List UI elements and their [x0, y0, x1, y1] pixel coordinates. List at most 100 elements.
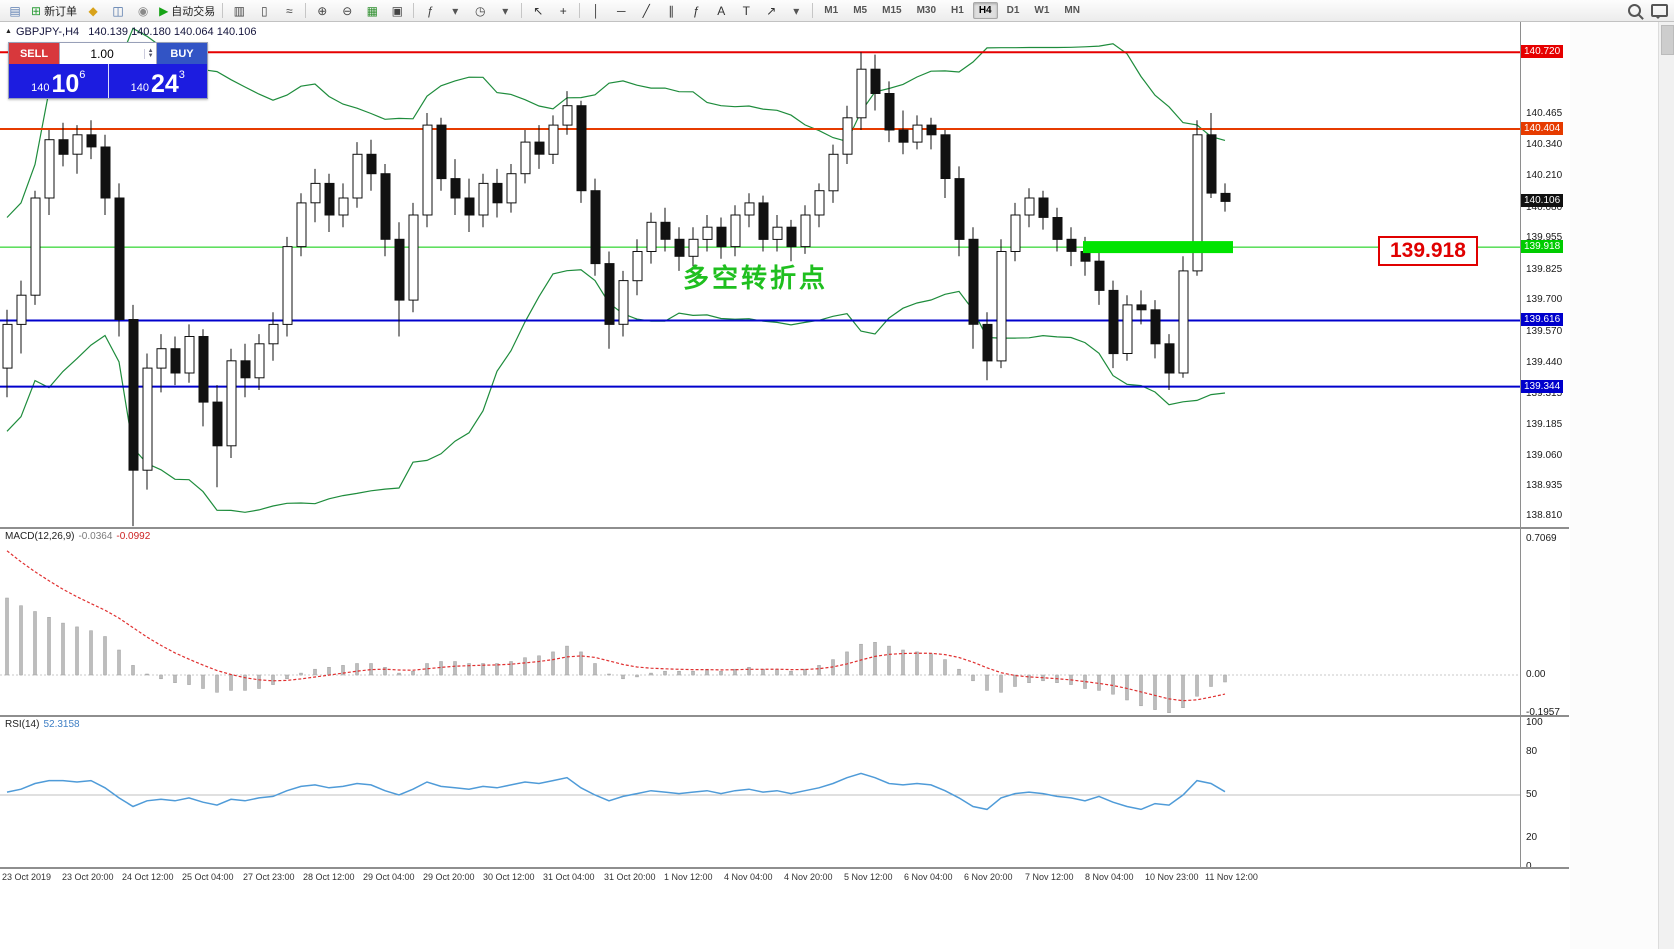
price-axis-label: 139.570	[1526, 326, 1563, 337]
timeframe-button-mn[interactable]: MN	[1064, 5, 1080, 16]
chart-symbol-period: GBPJPY-,H4	[16, 26, 80, 38]
bear-candle	[674, 238, 685, 257]
search-icon[interactable]	[1622, 2, 1646, 20]
pane-divider[interactable]	[0, 715, 1569, 717]
auto-trading-button[interactable]: ▶ 自动交易	[156, 2, 218, 20]
vertical-line-icon[interactable]: │	[584, 2, 608, 20]
tile-windows-icon[interactable]: ▣	[385, 2, 409, 20]
horizontal-line-icon: ─	[617, 3, 626, 18]
pane-divider	[0, 867, 1569, 869]
toolbar-separator	[579, 3, 581, 18]
buy-button[interactable]: BUY	[157, 43, 207, 64]
line-chart-icon[interactable]: ≈	[277, 2, 301, 20]
text-icon[interactable]: A	[709, 2, 733, 20]
time-axis-label: 30 Oct 12:00	[483, 872, 535, 882]
timeframe-button-w1[interactable]: W1	[1034, 5, 1050, 16]
profiles-icon: ◫	[112, 3, 124, 18]
periods-dropdown-icon[interactable]: ▾	[493, 2, 517, 20]
horizontal-level-lines	[0, 51, 1520, 388]
timeframe-button-h1[interactable]: H1	[951, 5, 964, 16]
volume-input[interactable]	[60, 45, 145, 62]
label-icon[interactable]: T	[734, 2, 758, 20]
zoom-out-icon: ⊖	[342, 3, 353, 18]
channel-icon: ∥	[668, 3, 675, 18]
bear-candle	[716, 226, 727, 248]
chart-window-icon[interactable]: ▤	[3, 2, 27, 20]
bid-price[interactable]: 140 10 6	[9, 64, 109, 98]
time-axis-label: 8 Nov 04:00	[1085, 872, 1134, 882]
bull-candle	[548, 124, 559, 155]
text-icon: A	[717, 3, 726, 18]
rsi-axis-label: 50	[1526, 789, 1538, 800]
timeframe-button-m15[interactable]: M15	[882, 5, 902, 16]
bear-candle	[492, 182, 503, 204]
toolbar-separator	[413, 3, 415, 18]
chat-icon[interactable]	[1647, 2, 1671, 20]
bull-candle	[1024, 197, 1035, 216]
price-axis-tag: 139.344	[1521, 380, 1564, 393]
timeframe-button-h4[interactable]: H4	[972, 2, 998, 19]
time-axis-label: 6 Nov 04:00	[904, 872, 953, 882]
rsi-axis-label: 100	[1526, 717, 1543, 728]
price-axis-label: 138.810	[1526, 510, 1563, 521]
bear-candle	[1108, 289, 1119, 355]
channel-icon[interactable]: ∥	[659, 2, 683, 20]
bear-candle	[1052, 217, 1063, 240]
bull-candle	[632, 251, 643, 282]
trendline-icon: ╱	[642, 3, 650, 18]
bear-candle	[1136, 304, 1147, 311]
trendline-icon[interactable]: ╱	[634, 2, 658, 20]
price-chart-canvas[interactable]	[0, 22, 1520, 527]
grid-icon: ▦	[366, 3, 378, 18]
fibonacci-icon[interactable]: ƒ	[684, 2, 708, 20]
pane-divider[interactable]	[0, 527, 1569, 529]
cursor-icon[interactable]: ↖	[526, 2, 550, 20]
scrollbar-thumb[interactable]	[1661, 25, 1674, 55]
indicators-dropdown-icon[interactable]: ▾	[443, 2, 467, 20]
rsi-pane-canvas[interactable]	[0, 717, 1520, 867]
timeframe-button-m5[interactable]: M5	[853, 5, 868, 16]
bar-chart-icon[interactable]: ▥	[227, 2, 251, 20]
timeframe-button-d1[interactable]: D1	[1006, 5, 1020, 16]
collapse-panel-icon[interactable]: ▲	[5, 28, 12, 35]
candlestick-chart-icon[interactable]: ▯	[252, 2, 276, 20]
price-axis-label: 139.955	[1526, 232, 1563, 243]
bull-candle	[156, 348, 167, 369]
grid-icon[interactable]: ▦	[360, 2, 384, 20]
bear-candle	[86, 134, 97, 148]
ask-price[interactable]: 140 24 3	[109, 64, 208, 98]
zoom-in-icon[interactable]: ⊕	[310, 2, 334, 20]
bear-candle	[982, 323, 993, 362]
price-axis-tag: 139.918	[1521, 240, 1564, 253]
timeframe-button-m1[interactable]: M1	[824, 5, 839, 16]
candles	[2, 52, 1231, 527]
ask-pipette: 3	[178, 69, 185, 81]
profiles-icon[interactable]: ◫	[106, 2, 130, 20]
bear-candle	[940, 134, 951, 180]
vertical-scrollbar[interactable]	[1658, 22, 1674, 949]
indicator-list-icon[interactable]: ◆	[81, 2, 105, 20]
bull-candle	[1192, 134, 1203, 272]
alerts-icon[interactable]: ◉	[131, 2, 155, 20]
rsi-axis-label: 80	[1526, 746, 1538, 757]
volume-stepper[interactable]: ▲ ▼	[144, 48, 156, 59]
indicators-icon[interactable]: ƒ	[418, 2, 442, 20]
arrow-tool-icon[interactable]: ↗	[759, 2, 783, 20]
periods-icon[interactable]: ◷	[468, 2, 492, 20]
price-axis-label: 139.185	[1526, 419, 1563, 430]
arrows-dropdown-icon[interactable]: ▾	[784, 2, 808, 20]
horizontal-line-icon[interactable]: ─	[609, 2, 633, 20]
bear-candle	[786, 226, 797, 248]
new-order-button-label: 新订单	[44, 5, 78, 18]
crosshair-icon[interactable]: +	[551, 2, 575, 20]
top-toolbar: ▤ ⊞ 新订单 ◆ ◫ ◉ ▶ 自动交易 ▥ ▯ ≈ ⊕ ⊖ ▦ ▣ ƒ ▾ ◷ ▾ ↖ + │ ─ ╱ ∥ ƒ A T ↗ ▾ M1 M5 M…	[0, 0, 1674, 22]
price-axis-label: 139.700	[1526, 294, 1563, 305]
sell-button[interactable]: SELL	[9, 43, 59, 64]
zoom-out-icon[interactable]: ⊖	[335, 2, 359, 20]
alerts-icon: ◉	[137, 3, 149, 18]
macd-pane-canvas[interactable]	[0, 529, 1520, 715]
new-order-button[interactable]: ⊞ 新订单	[28, 2, 80, 20]
timeframe-button-m30[interactable]: M30	[916, 5, 937, 16]
bull-candle	[618, 280, 629, 325]
bear-candle	[870, 68, 881, 94]
